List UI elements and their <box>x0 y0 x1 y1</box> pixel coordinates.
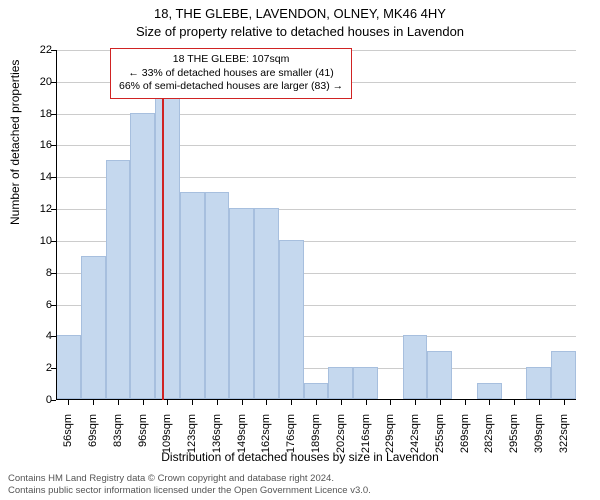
x-tick-label: 255sqm <box>434 414 446 474</box>
annotation-line3: 66% of semi-detached houses are larger (… <box>119 80 343 94</box>
y-axis-line <box>56 50 57 400</box>
x-tick-label: 295sqm <box>508 414 520 474</box>
x-tick-mark <box>217 400 218 405</box>
x-tick-mark <box>564 400 565 405</box>
x-tick-label: 322sqm <box>558 414 570 474</box>
plot-area: 18 THE GLEBE: 107sqm ← 33% of detached h… <box>56 50 576 400</box>
x-tick-label: 202sqm <box>335 414 347 474</box>
bar <box>155 81 180 399</box>
x-tick-label: 109sqm <box>161 414 173 474</box>
x-tick-label: 309sqm <box>533 414 545 474</box>
x-tick-mark <box>366 400 367 405</box>
footer-line1: Contains HM Land Registry data © Crown c… <box>8 473 334 484</box>
chart-page: 18, THE GLEBE, LAVENDON, OLNEY, MK46 4HY… <box>0 0 600 500</box>
page-title-2: Size of property relative to detached ho… <box>0 24 600 39</box>
x-tick-label: 136sqm <box>211 414 223 474</box>
bar <box>205 192 230 399</box>
bar <box>81 256 106 399</box>
x-tick-mark <box>118 400 119 405</box>
x-tick-mark <box>266 400 267 405</box>
bar <box>130 113 155 399</box>
bar <box>427 351 452 399</box>
x-tick-label: 242sqm <box>409 414 421 474</box>
bar <box>254 208 279 399</box>
x-tick-mark <box>68 400 69 405</box>
y-tick-label: 10 <box>12 235 52 247</box>
x-tick-label: 229sqm <box>384 414 396 474</box>
bar <box>106 160 131 399</box>
x-tick-mark <box>489 400 490 405</box>
bar <box>56 335 81 399</box>
bar <box>551 351 576 399</box>
x-tick-mark <box>514 400 515 405</box>
x-tick-label: 149sqm <box>236 414 248 474</box>
x-tick-mark <box>341 400 342 405</box>
x-tick-label: 69sqm <box>87 414 99 474</box>
x-tick-label: 123sqm <box>186 414 198 474</box>
x-tick-mark <box>291 400 292 405</box>
x-tick-mark <box>390 400 391 405</box>
bar <box>304 383 329 399</box>
x-tick-label: 56sqm <box>62 414 74 474</box>
x-tick-label: 83sqm <box>112 414 124 474</box>
page-title-1: 18, THE GLEBE, LAVENDON, OLNEY, MK46 4HY <box>0 6 600 21</box>
x-tick-mark <box>167 400 168 405</box>
x-tick-mark <box>415 400 416 405</box>
y-tick-label: 22 <box>12 44 52 56</box>
x-tick-mark <box>440 400 441 405</box>
annotation-line1: 18 THE GLEBE: 107sqm <box>119 53 343 67</box>
x-tick-label: 189sqm <box>310 414 322 474</box>
footer-line2: Contains public sector information licen… <box>8 485 371 496</box>
footer-text: Contains HM Land Registry data © Crown c… <box>8 473 371 496</box>
bar <box>403 335 428 399</box>
bar <box>279 240 304 399</box>
y-tick-label: 6 <box>12 299 52 311</box>
x-tick-mark <box>465 400 466 405</box>
x-tick-mark <box>242 400 243 405</box>
x-axis-title: Distribution of detached houses by size … <box>0 450 600 464</box>
annotation-box: 18 THE GLEBE: 107sqm ← 33% of detached h… <box>110 48 352 99</box>
y-axis-title: Number of detached properties <box>8 60 22 225</box>
x-tick-label: 269sqm <box>459 414 471 474</box>
bar <box>353 367 378 399</box>
bar <box>526 367 551 399</box>
x-tick-mark <box>93 400 94 405</box>
bar <box>180 192 205 399</box>
x-tick-label: 176sqm <box>285 414 297 474</box>
x-tick-mark <box>192 400 193 405</box>
x-axis-line <box>56 399 576 400</box>
x-tick-mark <box>143 400 144 405</box>
y-tick-label: 4 <box>12 330 52 342</box>
x-tick-label: 282sqm <box>483 414 495 474</box>
y-tick-label: 2 <box>12 362 52 374</box>
x-tick-mark <box>539 400 540 405</box>
annotation-line2: ← 33% of detached houses are smaller (41… <box>119 67 343 81</box>
reference-line <box>162 50 164 400</box>
x-tick-label: 216sqm <box>360 414 372 474</box>
y-tick-label: 0 <box>12 394 52 406</box>
y-tick-mark <box>51 400 56 401</box>
bar <box>328 367 353 399</box>
x-tick-mark <box>316 400 317 405</box>
y-tick-label: 8 <box>12 267 52 279</box>
x-tick-label: 96sqm <box>137 414 149 474</box>
bar <box>229 208 254 399</box>
x-tick-label: 162sqm <box>260 414 272 474</box>
bar <box>477 383 502 399</box>
